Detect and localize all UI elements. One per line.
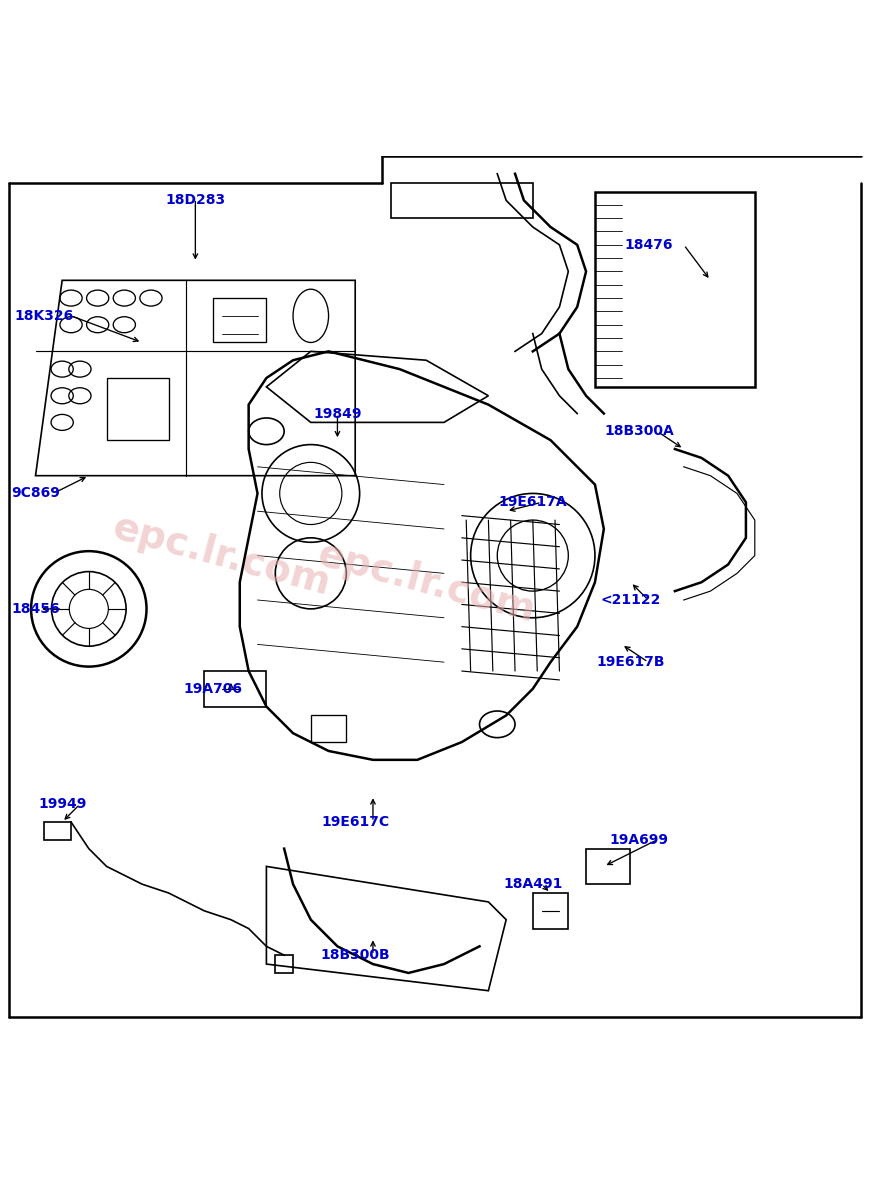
Bar xyxy=(107,378,169,440)
Text: 18B300B: 18B300B xyxy=(321,948,390,962)
Bar xyxy=(586,848,630,884)
Bar xyxy=(275,955,293,973)
Text: 18B300A: 18B300A xyxy=(605,425,674,438)
Bar xyxy=(533,893,568,929)
Text: 18456: 18456 xyxy=(12,602,59,616)
Text: 19949: 19949 xyxy=(38,797,86,811)
Text: 19E617A: 19E617A xyxy=(498,496,567,509)
Text: epc.lr.com: epc.lr.com xyxy=(313,535,539,630)
Text: epc.lr.com: epc.lr.com xyxy=(109,509,335,602)
Text: 18476: 18476 xyxy=(624,238,672,252)
Text: 19849: 19849 xyxy=(313,407,361,420)
Bar xyxy=(213,298,266,342)
Text: 18D283: 18D283 xyxy=(165,193,226,208)
Text: 9C869: 9C869 xyxy=(11,486,60,500)
Text: 19E617C: 19E617C xyxy=(321,815,389,829)
Bar xyxy=(595,192,755,386)
Text: <21122: <21122 xyxy=(600,593,661,607)
Text: 19A706: 19A706 xyxy=(184,682,242,696)
Text: 19E617B: 19E617B xyxy=(596,655,665,670)
Text: 18K326: 18K326 xyxy=(15,308,74,323)
Bar xyxy=(44,822,71,840)
Bar xyxy=(311,715,346,742)
Text: 18A491: 18A491 xyxy=(503,877,562,892)
Text: 19A699: 19A699 xyxy=(610,833,669,847)
Bar xyxy=(204,671,266,707)
